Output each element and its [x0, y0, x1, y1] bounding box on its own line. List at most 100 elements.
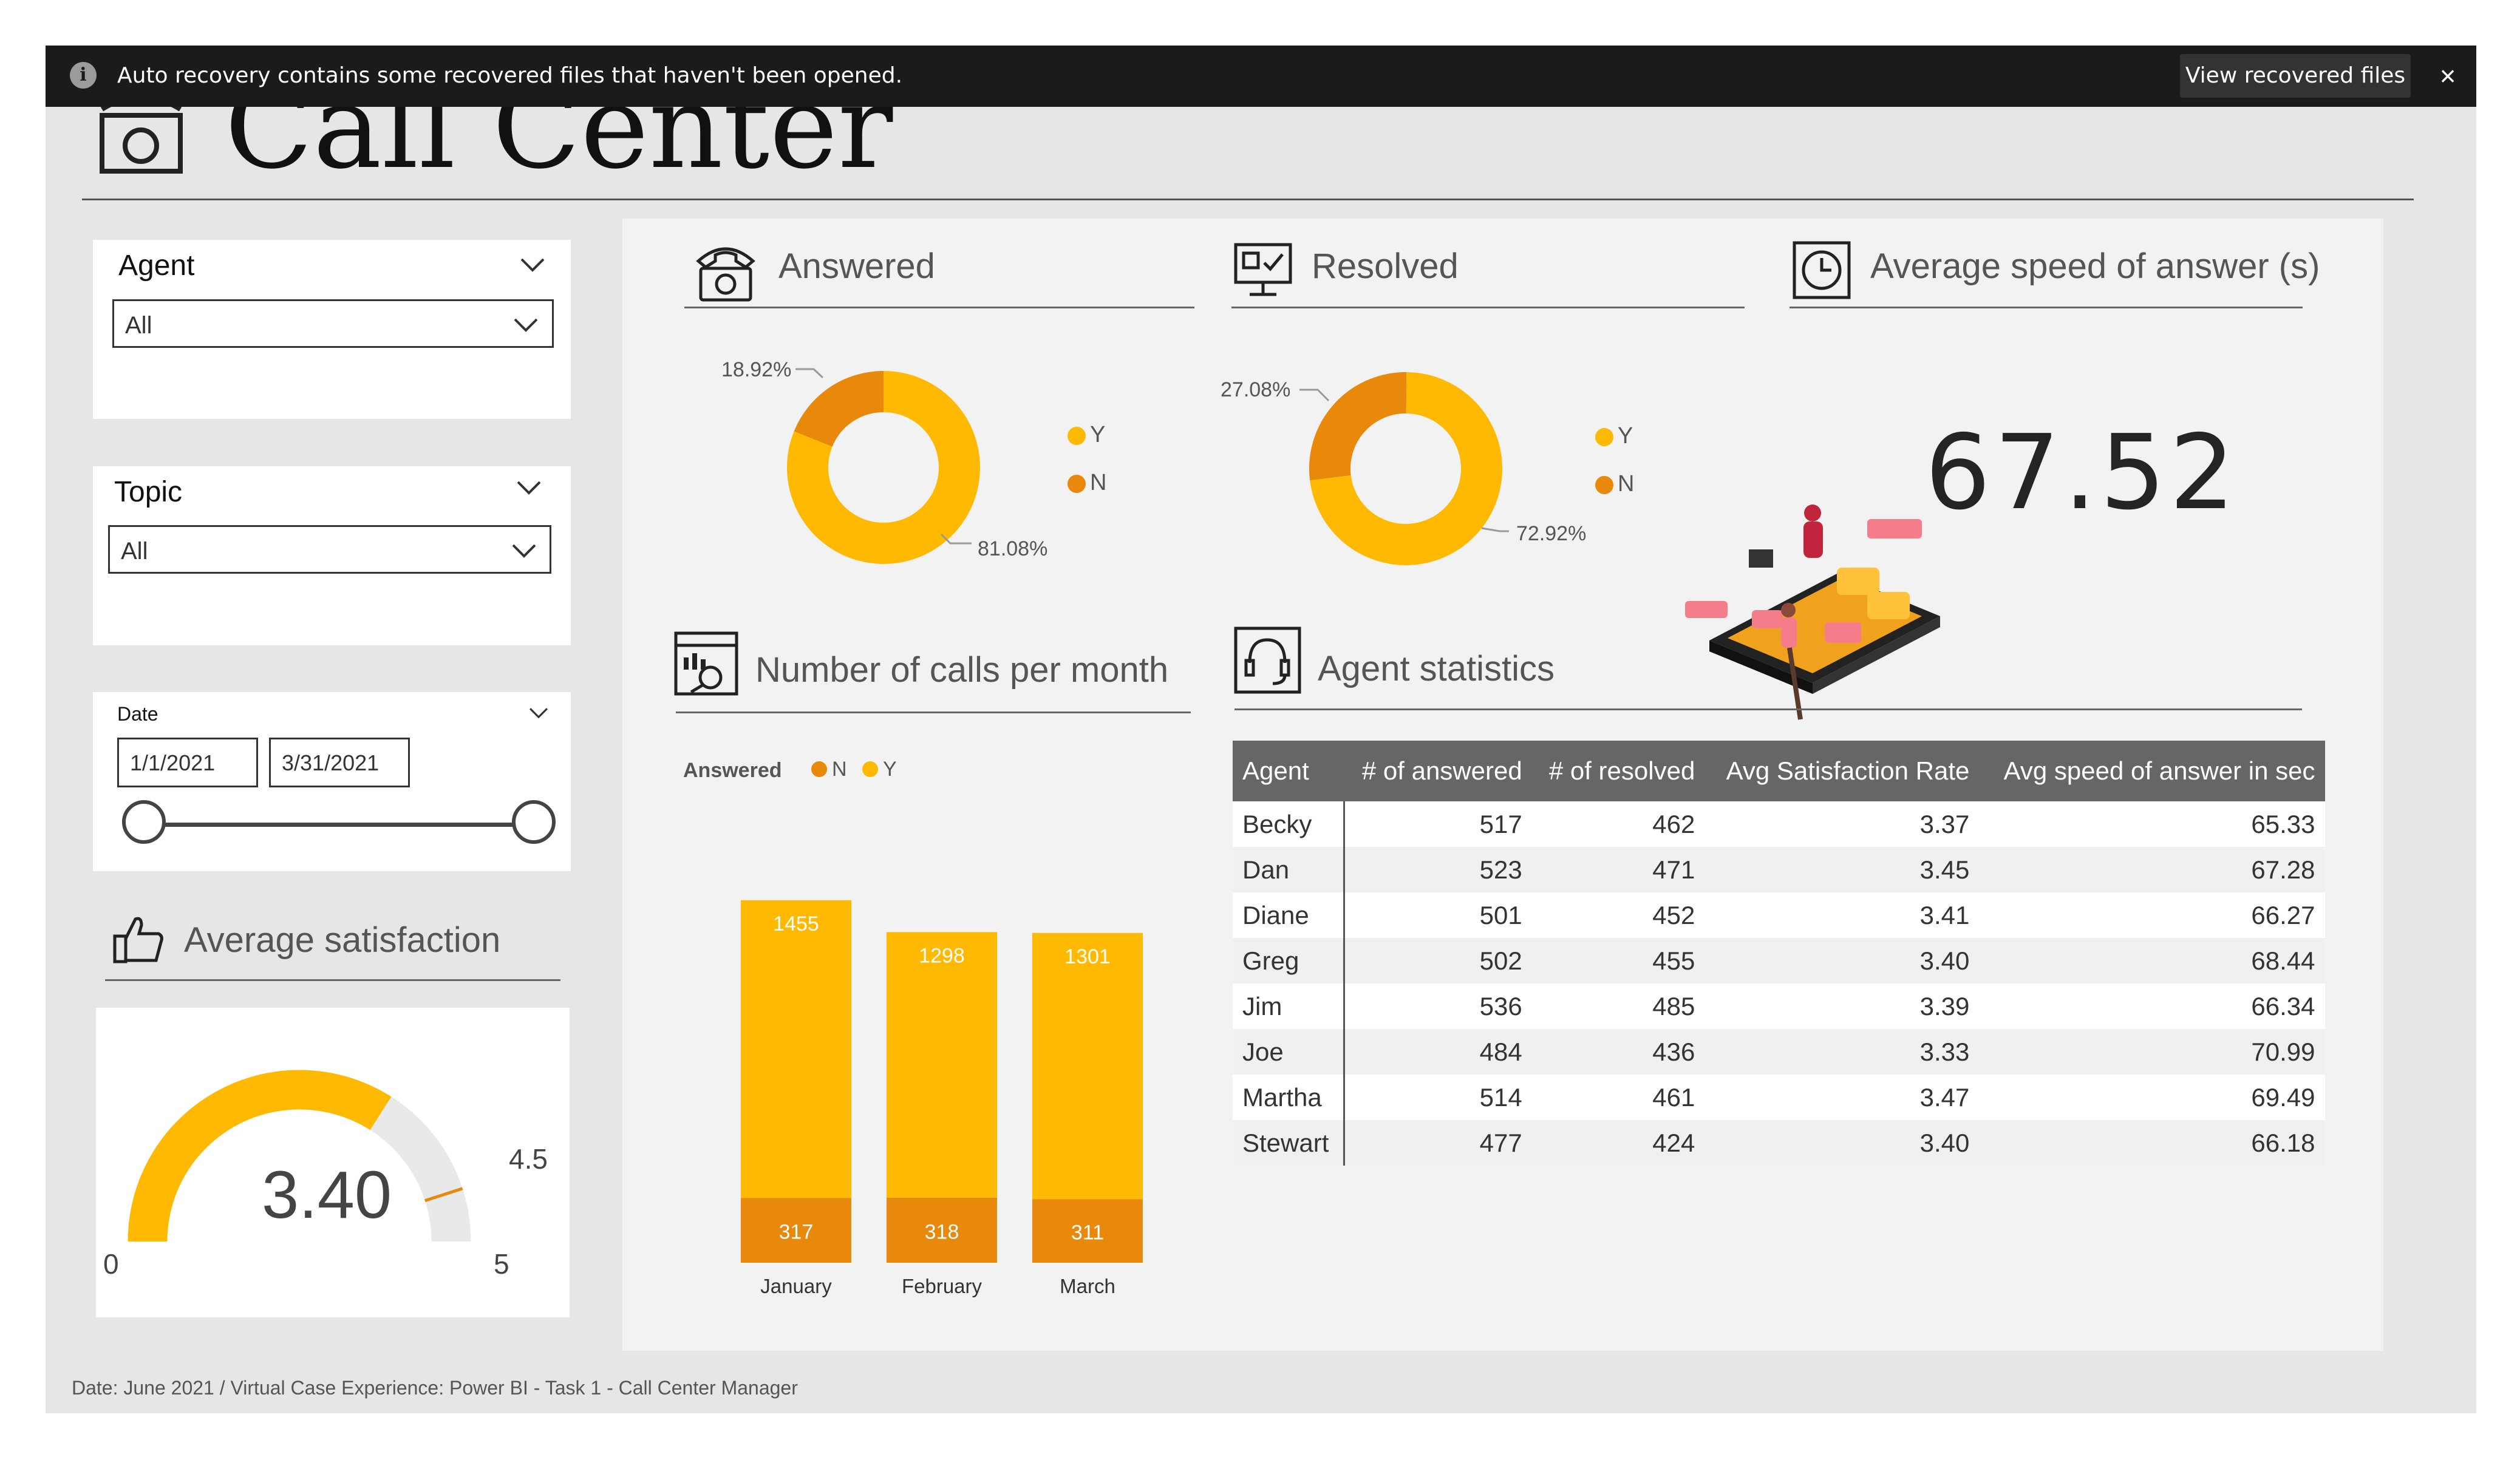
clock-icon — [1793, 241, 1851, 299]
notification-message: Auto recovery contains some recovered fi… — [117, 63, 903, 88]
chevron-down-icon[interactable] — [519, 257, 546, 274]
answered-divider — [684, 307, 1194, 308]
legend-n-marker — [1068, 475, 1086, 493]
column-header-answered[interactable]: # of answered — [1344, 741, 1532, 801]
table-cell-agent: Greg — [1233, 938, 1346, 983]
answered-y-label: 81.08% — [978, 537, 1048, 560]
table-cell: 436 — [1531, 1029, 1705, 1075]
table-row: Greg 502 455 3.40 68.44 — [1233, 938, 2325, 983]
avg-satisfaction-title: Average satisfaction — [184, 920, 501, 960]
gauge-min: 0 — [103, 1248, 119, 1280]
bar-y-january[interactable] — [741, 900, 851, 1198]
chevron-down-icon — [514, 318, 538, 332]
gauge-target: 4.5 — [509, 1143, 548, 1175]
date-slider-start-handle[interactable] — [122, 800, 166, 844]
agent-stats-title: Agent statistics — [1318, 649, 1555, 688]
answered-n-label: 18.92% — [721, 358, 792, 381]
data-label-n: 318 — [925, 1220, 959, 1243]
column-header-speed[interactable]: Avg speed of answer in sec — [1979, 741, 2325, 801]
chevron-down-icon[interactable] — [528, 707, 549, 720]
telephone-icon — [696, 247, 755, 302]
donut-slice-y[interactable] — [787, 371, 980, 564]
table-cell: 69.49 — [1979, 1075, 2325, 1120]
column-header-agent[interactable]: Agent — [1233, 741, 1344, 801]
bar-y-march[interactable] — [1032, 932, 1143, 1200]
legend-y-label: Y — [1618, 423, 1633, 449]
answered-donut-chart — [787, 371, 980, 564]
table-cell: 67.28 — [1979, 847, 2325, 892]
legend-n-marker — [1595, 476, 1613, 494]
satisfaction-gauge — [128, 1070, 471, 1242]
satisfaction-gauge-panel: 3.40 0 5 4.5 — [96, 1008, 570, 1317]
table-cell-agent: Diane — [1233, 892, 1346, 938]
resolved-donut-chart — [1309, 372, 1502, 565]
date-start-input[interactable]: 1/1/2021 — [117, 738, 258, 787]
data-label-y: 1455 — [773, 912, 819, 936]
table-cell: 424 — [1531, 1120, 1705, 1166]
agent-slicer: Agent All — [93, 240, 571, 419]
table-cell: 3.40 — [1704, 938, 1980, 983]
table-cell-agent: Becky — [1233, 801, 1346, 847]
date-slider-end-handle[interactable] — [512, 800, 556, 844]
legend-n-label: N — [1618, 471, 1635, 497]
topic-slicer-label: Topic — [114, 476, 183, 508]
table-row: Dan 523 471 3.45 67.28 — [1233, 847, 2325, 892]
column-header-satisfaction[interactable]: Avg Satisfaction Rate — [1704, 741, 1980, 801]
topic-dropdown[interactable]: All — [108, 525, 551, 574]
donut-slice-y[interactable] — [1310, 372, 1502, 565]
title-divider — [82, 199, 2414, 200]
legend-y-label: Y — [883, 758, 897, 781]
table-cell: 536 — [1344, 983, 1532, 1029]
headset-icon — [1234, 627, 1301, 694]
answered-title: Answered — [778, 246, 935, 286]
agent-dropdown[interactable]: All — [112, 299, 554, 348]
gauge-fill — [128, 1070, 392, 1242]
agent-stats-table: Agent # of answered # of resolved Avg Sa… — [1233, 741, 2326, 1166]
table-row: Martha 514 461 3.47 69.49 — [1233, 1075, 2325, 1120]
date-slicer-label: Date — [117, 703, 158, 725]
table-cell: 70.99 — [1979, 1029, 2325, 1075]
donut-slice-n[interactable] — [794, 371, 885, 447]
table-cell: 517 — [1344, 801, 1532, 847]
table-cell: 3.37 — [1704, 801, 1980, 847]
table-cell: 484 — [1344, 1029, 1532, 1075]
table-cell: 66.34 — [1979, 983, 2325, 1029]
date-start-value: 1/1/2021 — [130, 750, 216, 775]
table-row: Jim 536 485 3.39 66.34 — [1233, 983, 2325, 1029]
table-cell: 3.47 — [1704, 1075, 1980, 1120]
table-cell: 452 — [1531, 892, 1705, 938]
resolved-n-label: 27.08% — [1221, 378, 1291, 401]
date-slider-track[interactable] — [148, 823, 536, 827]
donut-slice-n[interactable] — [1309, 372, 1407, 481]
table-cell: 66.27 — [1979, 892, 2325, 938]
calls-per-month-title: Number of calls per month — [755, 650, 1169, 690]
footer-caption: Date: June 2021 / Virtual Case Experienc… — [72, 1377, 798, 1399]
calls-legend-title: Answered — [683, 759, 782, 782]
table-cell-agent: Stewart — [1233, 1120, 1346, 1166]
table-cell: 65.33 — [1979, 801, 2325, 847]
table-cell: 3.45 — [1704, 847, 1980, 892]
table-cell: 514 — [1344, 1075, 1532, 1120]
chevron-down-icon[interactable] — [516, 480, 542, 497]
resolved-divider — [1231, 307, 1745, 308]
bar-y-february[interactable] — [887, 932, 997, 1198]
table-cell: 3.39 — [1704, 983, 1980, 1029]
answered-leader-lines — [795, 368, 972, 545]
table-cell: 68.44 — [1979, 938, 2325, 983]
view-recovered-files-button[interactable]: View recovered files — [2180, 54, 2411, 98]
table-cell: 471 — [1531, 847, 1705, 892]
column-header-resolved[interactable]: # of resolved — [1531, 741, 1705, 801]
data-label-n: 317 — [779, 1221, 814, 1244]
table-cell: 502 — [1344, 938, 1532, 983]
legend-y-marker — [1068, 427, 1086, 445]
bar-n-january[interactable] — [741, 1198, 851, 1263]
table-row: Joe 484 436 3.33 70.99 — [1233, 1029, 2325, 1075]
bar-n-february[interactable] — [887, 1197, 997, 1263]
date-end-input[interactable]: 3/31/2021 — [269, 738, 410, 787]
bar-n-march[interactable] — [1032, 1199, 1143, 1263]
speed-divider — [1790, 307, 2303, 308]
date-slicer: Date 1/1/2021 3/31/2021 — [93, 692, 571, 871]
calls-per-month-divider — [676, 712, 1191, 713]
close-icon[interactable]: × — [2439, 60, 2456, 92]
table-cell: 477 — [1344, 1120, 1532, 1166]
